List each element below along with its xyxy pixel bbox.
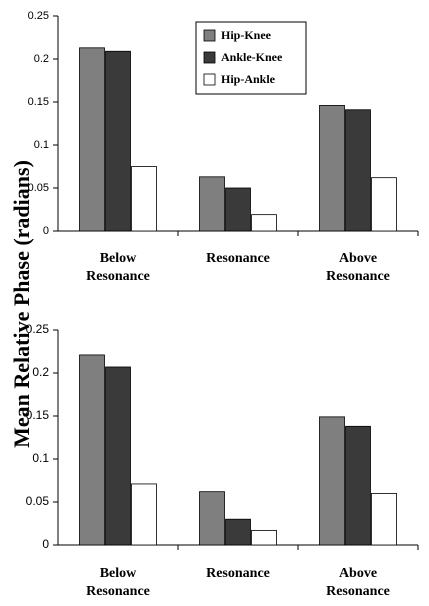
legend: Hip-Knee Ankle-Knee Hip-Ankle	[195, 21, 307, 95]
bar	[371, 492, 397, 546]
bar	[225, 187, 251, 232]
bar	[371, 177, 397, 232]
y-tick-label: 0.1	[34, 139, 49, 151]
legend-swatch	[203, 51, 216, 64]
bar	[131, 166, 157, 232]
bar	[131, 483, 157, 546]
y-tick-label: 0	[43, 225, 49, 237]
y-axis-label: Mean Relative Phase (radians)	[9, 160, 34, 448]
x-tick-label: Below Resonance	[86, 566, 150, 599]
bar	[345, 109, 371, 232]
bar	[345, 425, 371, 546]
chart-top: 0 0.05 0.1 0.15 0.2 0.25 Below Resonance Resonan…	[28, 10, 419, 284]
y-tick-label: 0.2	[32, 365, 49, 379]
x-tick-label: Resonance	[206, 251, 270, 266]
bar	[105, 50, 131, 232]
legend-label: Hip-Ankle	[221, 72, 276, 86]
y-tick-label: 0	[42, 537, 49, 551]
y-tick-label: 0.1	[32, 451, 49, 465]
y-tick-label: 0.25	[26, 322, 50, 336]
x-tick-label: Above Resonance	[326, 251, 390, 284]
bar	[319, 416, 345, 546]
bar	[199, 491, 225, 546]
y-tick-label: 0.25	[28, 10, 49, 22]
x-tick-label: Below Resonance	[86, 251, 150, 284]
legend-label: Ankle-Knee	[221, 50, 283, 64]
legend-swatch	[203, 73, 216, 86]
bar	[199, 176, 225, 232]
bar	[105, 366, 131, 546]
legend-label: Hip-Knee	[221, 28, 272, 42]
bar	[79, 47, 105, 232]
bar	[225, 518, 251, 546]
y-tick-label: 0.05	[26, 494, 50, 508]
y-tick-label: 0.15	[26, 408, 50, 422]
y-tick-label: 0.2	[34, 53, 49, 65]
bar	[79, 354, 105, 546]
bar	[319, 105, 345, 232]
bar	[251, 529, 277, 546]
y-tick-label: 0.05	[28, 182, 49, 194]
legend-swatch	[203, 29, 216, 42]
x-tick-label: Resonance	[206, 566, 270, 581]
bar	[251, 214, 277, 232]
y-tick-label: 0.15	[28, 96, 49, 108]
x-tick-label: Above Resonance	[326, 566, 390, 599]
chart-bottom: 0 0.05 0.1 0.15 0.2 0.25 Below Resonance Resonan…	[26, 322, 419, 599]
